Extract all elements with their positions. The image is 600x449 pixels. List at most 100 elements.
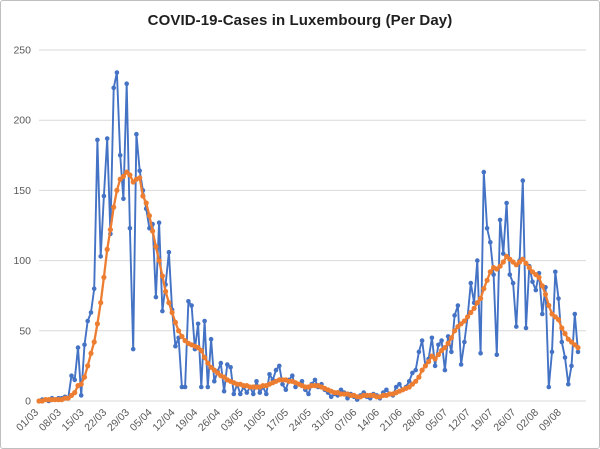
series-daily_cases-marker bbox=[569, 363, 574, 369]
series-daily_cases-marker bbox=[510, 280, 516, 286]
series-7_day_moving_average-marker bbox=[101, 274, 107, 280]
series-daily_cases-marker bbox=[449, 349, 454, 355]
series-daily_cases-marker bbox=[452, 313, 457, 318]
series-daily_cases-marker bbox=[212, 379, 217, 384]
x-axis-tick-label: 07/06 bbox=[332, 407, 359, 434]
x-axis-tick-label: 31/05 bbox=[310, 407, 337, 434]
series-7_day_moving_average-marker bbox=[179, 333, 185, 339]
series-daily_cases-marker bbox=[117, 153, 123, 158]
series-daily_cases-marker bbox=[410, 370, 415, 376]
series-daily_cases-marker bbox=[111, 85, 116, 91]
series-7_day_moving_average-marker bbox=[72, 390, 78, 396]
series-daily_cases-marker bbox=[497, 217, 503, 223]
series-daily_cases-marker bbox=[267, 372, 272, 377]
series-7_day_moving_average-marker bbox=[487, 269, 493, 275]
series-daily_cases-marker bbox=[280, 381, 285, 387]
series-daily_cases-marker bbox=[98, 254, 103, 259]
y-axis-tick-label: 250 bbox=[13, 45, 31, 57]
series-daily_cases-marker bbox=[257, 390, 263, 395]
series-7_day_moving_average-marker bbox=[562, 331, 568, 337]
series-7_day_moving_average-marker bbox=[156, 258, 162, 264]
series-7_day_moving_average-marker bbox=[442, 345, 448, 351]
series-daily_cases-marker bbox=[572, 311, 578, 317]
series-7_day_moving_average-marker bbox=[546, 302, 552, 309]
series-7_day_moving_average-marker bbox=[91, 339, 97, 345]
series-daily_cases-marker bbox=[75, 345, 81, 350]
series-daily_cases-marker bbox=[72, 377, 77, 383]
series-daily_cases-marker bbox=[575, 349, 581, 355]
series-7_day_moving_average-marker bbox=[500, 259, 506, 265]
series-7_day_moving_average-marker bbox=[520, 256, 526, 262]
series-7_day_moving_average-marker bbox=[426, 359, 432, 365]
series-daily_cases-marker bbox=[306, 391, 311, 397]
series-daily_cases-marker bbox=[328, 394, 334, 400]
series-daily_cases-marker bbox=[566, 381, 571, 387]
series-7_day_moving_average-marker bbox=[81, 374, 88, 380]
series-7_day_moving_average-marker bbox=[176, 328, 182, 334]
x-axis-tick-label: 08/03 bbox=[37, 407, 64, 434]
series-daily_cases-marker bbox=[507, 272, 513, 277]
series-7_day_moving_average-marker bbox=[497, 263, 503, 269]
series-7_day_moving_average-marker bbox=[474, 300, 480, 306]
series-daily_cases-marker bbox=[228, 365, 233, 370]
series-7_day_moving_average-marker bbox=[422, 363, 428, 369]
series-7_day_moving_average-marker bbox=[120, 173, 126, 179]
series-7_day_moving_average-marker bbox=[137, 175, 143, 181]
chart-title: COVID-19-Cases in Luxembourg (Per Day) bbox=[147, 12, 453, 29]
series-daily_cases-marker bbox=[299, 379, 305, 384]
x-axis-tick-label: 01/03 bbox=[14, 407, 41, 434]
series-daily_cases-marker bbox=[484, 226, 490, 231]
series-daily_cases-marker bbox=[397, 381, 402, 387]
x-axis-tick-label: 05/07 bbox=[423, 407, 450, 434]
x-axis-tick-label: 02/08 bbox=[514, 407, 541, 434]
series-daily_cases-marker bbox=[462, 339, 467, 345]
series-daily_cases-marker bbox=[338, 387, 344, 393]
series-daily_cases-marker bbox=[475, 258, 480, 263]
series-daily_cases-marker bbox=[488, 240, 493, 245]
series-7_day_moving_average-marker bbox=[484, 277, 490, 283]
series-daily_cases-marker bbox=[562, 355, 568, 360]
series-daily_cases-marker bbox=[384, 387, 389, 393]
series-7_day_moving_average-marker bbox=[205, 360, 211, 366]
series-7_day_moving_average-marker bbox=[127, 172, 133, 178]
series-daily_cases-marker bbox=[202, 318, 207, 324]
series-daily_cases-marker bbox=[208, 336, 214, 342]
series-daily_cases-marker bbox=[293, 384, 298, 390]
x-axis-tick-label: 19/04 bbox=[173, 407, 200, 434]
series-7_day_moving_average-marker bbox=[172, 319, 178, 325]
x-axis-tick-label: 03/05 bbox=[219, 407, 246, 434]
series-daily_cases-marker bbox=[179, 384, 185, 390]
series-daily_cases-marker bbox=[130, 346, 136, 352]
series-daily_cases-marker bbox=[231, 391, 237, 397]
series-daily_cases-marker bbox=[549, 349, 555, 355]
series-daily_cases-marker bbox=[553, 269, 558, 275]
series-daily_cases-marker bbox=[186, 299, 191, 304]
series-7_day_moving_average-marker bbox=[452, 328, 458, 334]
series-daily_cases-marker bbox=[244, 390, 250, 395]
series-7_day_moving_average-marker bbox=[114, 187, 120, 193]
series-daily_cases-marker bbox=[455, 303, 461, 308]
x-axis-tick-label: 10/05 bbox=[241, 407, 268, 434]
y-axis-tick-label: 100 bbox=[13, 255, 31, 267]
y-axis-tick-label: 200 bbox=[13, 115, 31, 127]
x-axis-tick-label: 15/03 bbox=[60, 407, 87, 434]
series-7_day_moving_average-marker bbox=[481, 286, 487, 292]
series-daily_cases-marker bbox=[439, 338, 444, 343]
x-axis-tick-label: 26/04 bbox=[196, 407, 223, 434]
series-daily_cases-marker bbox=[124, 81, 129, 86]
series-daily_cases-marker bbox=[114, 70, 120, 75]
series-daily_cases-marker bbox=[540, 311, 545, 317]
series-7_day_moving_average-marker bbox=[432, 356, 438, 362]
series-daily_cases-marker bbox=[436, 342, 441, 348]
series-daily_cases-marker bbox=[478, 351, 483, 356]
series-daily_cases-marker bbox=[504, 200, 509, 206]
series-7_day_moving_average-marker bbox=[198, 347, 204, 354]
series-daily_cases-marker bbox=[481, 169, 487, 175]
series-daily_cases-marker bbox=[95, 137, 100, 143]
series-daily_cases-marker bbox=[491, 272, 496, 277]
series-daily_cases-marker bbox=[501, 251, 506, 256]
x-axis-tick-label: 12/04 bbox=[150, 407, 177, 434]
series-7_day_moving_average-marker bbox=[468, 309, 474, 316]
y-axis-tick-label: 0 bbox=[25, 396, 31, 408]
